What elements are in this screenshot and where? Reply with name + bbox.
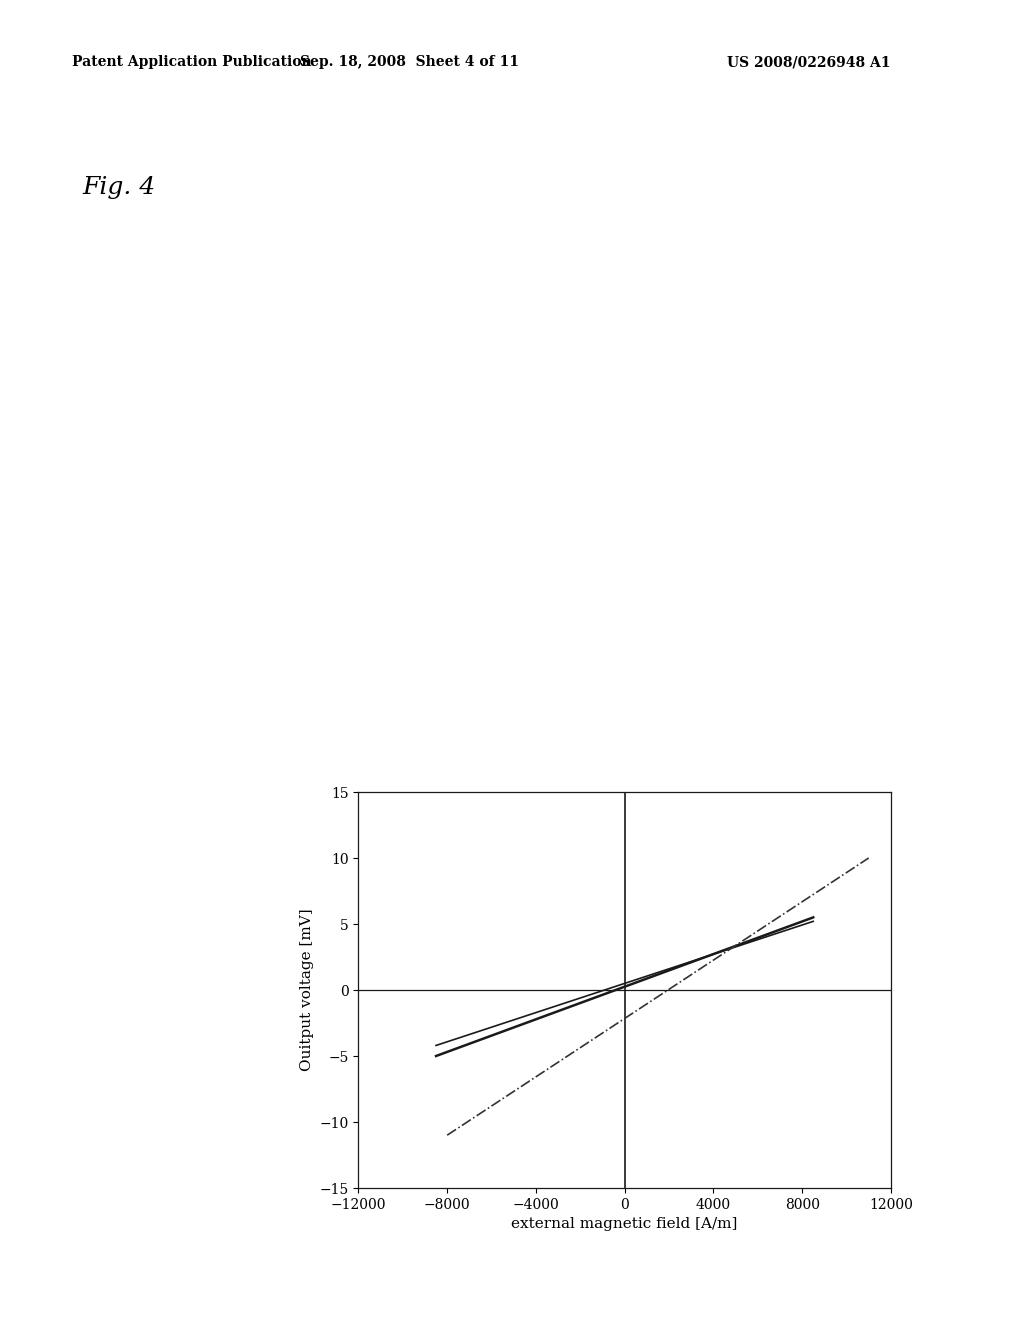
X-axis label: external magnetic field [A/m]: external magnetic field [A/m] <box>511 1217 738 1232</box>
Text: Fig. 4: Fig. 4 <box>82 176 156 198</box>
Text: Sep. 18, 2008  Sheet 4 of 11: Sep. 18, 2008 Sheet 4 of 11 <box>300 55 519 70</box>
Text: Patent Application Publication: Patent Application Publication <box>72 55 311 70</box>
Y-axis label: Ouitput voltage [mV]: Ouitput voltage [mV] <box>300 908 314 1072</box>
Text: US 2008/0226948 A1: US 2008/0226948 A1 <box>727 55 891 70</box>
